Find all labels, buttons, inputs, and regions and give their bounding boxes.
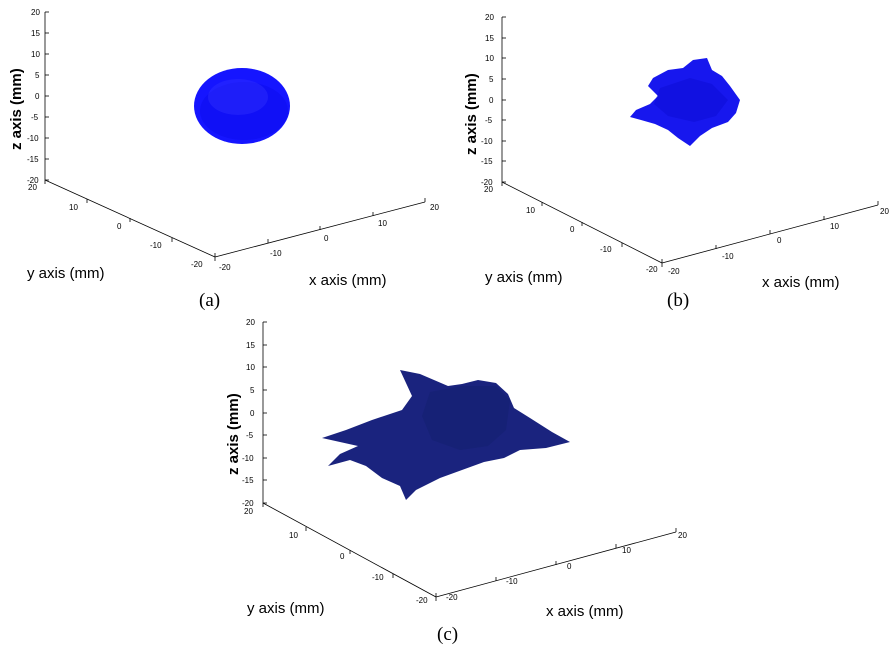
y-axis-label: y axis (mm) xyxy=(485,269,563,286)
z-tick-label: 10 xyxy=(246,363,255,372)
z-tick-group: 20 15 10 5 0 -5 -10 -15 -20 xyxy=(481,13,506,187)
z-tick-label: 5 xyxy=(489,75,494,84)
x-tick-label: 10 xyxy=(378,219,387,228)
y-tick-label: -10 xyxy=(150,241,162,250)
x-tick-label: -20 xyxy=(668,267,680,276)
z-tick-label: -15 xyxy=(481,157,493,166)
panel-a: 20 15 10 5 0 -5 -10 -15 -20 20 10 0 -10 … xyxy=(8,8,439,311)
x-tick-label: 20 xyxy=(430,203,439,212)
y-tick-group: 20 10 0 -10 -20 xyxy=(28,180,216,269)
x-tick-label: -10 xyxy=(270,249,282,258)
y-tick-label: -20 xyxy=(416,596,428,605)
z-tick-label: 15 xyxy=(31,29,40,38)
x-tick-group: -20 -10 0 10 20 xyxy=(214,198,439,272)
z-tick-label: -10 xyxy=(242,454,254,463)
y-tick-label: -20 xyxy=(646,265,658,274)
z-tick-label: 20 xyxy=(246,318,255,327)
x-axis-label: x axis (mm) xyxy=(762,274,840,291)
point-cloud-star-large xyxy=(322,370,570,500)
z-tick-label: 15 xyxy=(246,341,255,350)
y-tick-label: 0 xyxy=(340,552,345,561)
z-axis-label: z axis (mm) xyxy=(225,393,242,475)
y-tick-label: 20 xyxy=(484,185,493,194)
point-cloud-star xyxy=(630,58,740,146)
y-tick-group: 20 10 0 -10 -20 xyxy=(244,503,437,605)
y-tick-label: 10 xyxy=(289,531,298,540)
x-tick-label: 0 xyxy=(324,234,329,243)
z-tick-group: 20 15 10 5 0 -5 -10 -15 -20 xyxy=(27,8,49,185)
y-tick-label: 0 xyxy=(117,222,122,231)
x-tick-label: 10 xyxy=(622,546,631,555)
z-tick-label: -15 xyxy=(27,155,39,164)
z-tick-label: 15 xyxy=(485,34,494,43)
panel-b: 20 15 10 5 0 -5 -10 -15 -20 20 10 0 -10 … xyxy=(463,13,889,311)
z-tick-label: -20 xyxy=(242,499,254,508)
point-cloud-sphere xyxy=(194,68,290,144)
caption-a: (a) xyxy=(199,290,220,311)
z-tick-label: 0 xyxy=(250,409,255,418)
x-tick-label: -20 xyxy=(219,263,231,272)
x-tick-label: 10 xyxy=(830,222,839,231)
y-axis-line xyxy=(262,502,437,598)
z-tick-label: -10 xyxy=(481,137,493,146)
y-tick-label: -10 xyxy=(600,245,612,254)
y-tick-label: 20 xyxy=(28,183,37,192)
y-tick-label: 10 xyxy=(526,206,535,215)
x-tick-label: -10 xyxy=(722,252,734,261)
z-tick-label: 10 xyxy=(31,50,40,59)
z-tick-label: 5 xyxy=(35,71,40,80)
x-tick-group: -20 -10 0 10 20 xyxy=(435,528,687,602)
y-tick-group: 20 10 0 -10 -20 xyxy=(484,182,663,274)
panel-c: 20 15 10 5 0 -5 -10 -15 -20 20 10 0 -10 … xyxy=(225,318,687,645)
x-tick-label: 0 xyxy=(567,562,572,571)
z-tick-label: -20 xyxy=(27,176,39,185)
y-tick-label: 0 xyxy=(570,225,575,234)
z-tick-label: 20 xyxy=(31,8,40,17)
y-axis-label: y axis (mm) xyxy=(247,600,325,617)
y-axis-label: y axis (mm) xyxy=(27,265,105,282)
z-tick-label: -15 xyxy=(242,476,254,485)
z-tick-label: -10 xyxy=(27,134,39,143)
x-tick-group: -20 -10 0 10 20 xyxy=(661,201,889,276)
y-tick-label: -10 xyxy=(372,573,384,582)
x-tick-label: 20 xyxy=(678,531,687,540)
z-tick-label: -20 xyxy=(481,178,493,187)
x-axis-label: x axis (mm) xyxy=(546,603,624,620)
caption-c: (c) xyxy=(437,624,458,645)
z-tick-label: 10 xyxy=(485,54,494,63)
y-tick-label: 10 xyxy=(69,203,78,212)
z-tick-label: -5 xyxy=(246,431,254,440)
z-tick-label: -5 xyxy=(485,116,493,125)
z-tick-label: 5 xyxy=(250,386,255,395)
x-tick-label: -10 xyxy=(506,577,518,586)
z-tick-label: -5 xyxy=(31,113,39,122)
z-tick-label: 0 xyxy=(35,92,40,101)
y-tick-label: 20 xyxy=(244,507,253,516)
x-tick-label: 0 xyxy=(777,236,782,245)
y-tick-label: -20 xyxy=(191,260,203,269)
z-axis-label: z axis (mm) xyxy=(8,68,25,150)
x-tick-label: 20 xyxy=(880,207,889,216)
z-tick-label: 20 xyxy=(485,13,494,22)
x-tick-label: -20 xyxy=(446,593,458,602)
z-axis-label: z axis (mm) xyxy=(463,73,480,155)
x-axis-label: x axis (mm) xyxy=(309,272,387,289)
z-tick-group: 20 15 10 5 0 -5 -10 -15 -20 xyxy=(242,318,267,508)
z-tick-label: 0 xyxy=(489,96,494,105)
caption-b: (b) xyxy=(667,290,689,311)
